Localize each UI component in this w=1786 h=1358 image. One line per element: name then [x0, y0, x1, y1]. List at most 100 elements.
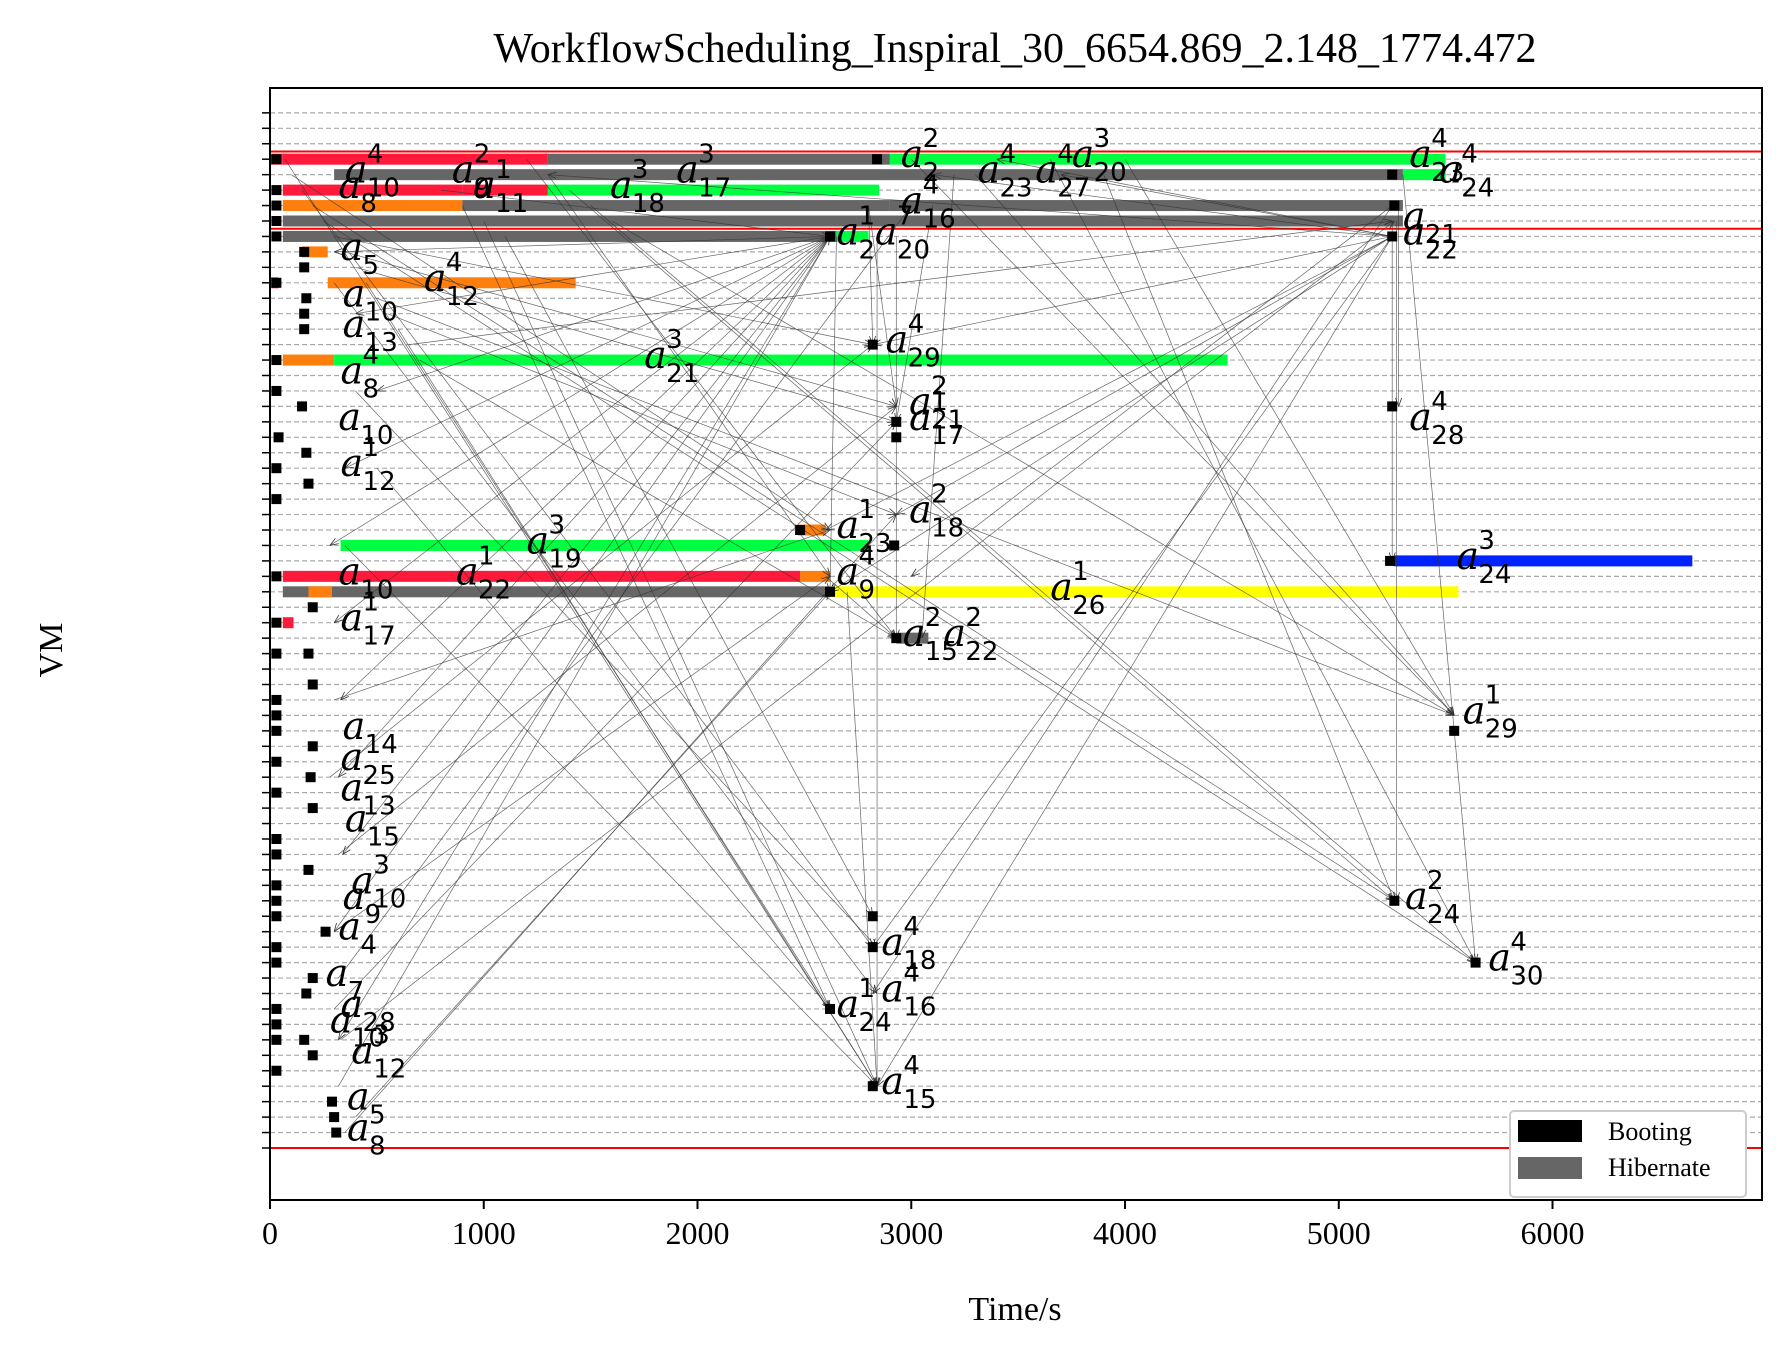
task-label: a 10 — [338, 549, 393, 605]
task-label: a 29 4 — [886, 310, 941, 374]
dependency-edge — [911, 205, 1393, 577]
task-bar — [340, 539, 869, 551]
legend-swatch-booting — [1518, 1120, 1582, 1142]
task-label-stage: 4 — [367, 140, 384, 170]
task-label-name: a — [1403, 209, 1426, 253]
dependency-arrowhead — [340, 691, 349, 701]
boot-marker — [795, 525, 806, 535]
task-label-name: a — [901, 132, 924, 176]
task-label-stage: 4 — [908, 310, 925, 340]
task-label: a 24 3 — [1456, 526, 1511, 590]
boot-marker — [271, 277, 282, 288]
task-label-name: a — [343, 874, 366, 918]
dependency-edge — [1402, 174, 1476, 963]
boot-marker — [271, 880, 282, 891]
boot-marker — [271, 756, 282, 767]
task-label-name: a — [676, 148, 699, 192]
task-label-name: a — [347, 1106, 370, 1150]
task-label-stage: 3 — [666, 325, 683, 355]
task-label-name: a — [881, 967, 904, 1011]
task-label-stage: 3 — [373, 1020, 390, 1050]
dependency-edge — [329, 344, 874, 778]
boot-marker — [299, 308, 310, 319]
task-label-name: a — [341, 441, 364, 485]
task-bar — [462, 184, 548, 196]
task-bar — [462, 200, 890, 212]
task-label-name: a — [341, 225, 364, 269]
task-label-stage: 2 — [931, 371, 948, 401]
boot-marker — [1385, 555, 1396, 566]
task-label: a 22 1 — [456, 541, 511, 605]
task-label-index: 22 — [965, 637, 998, 667]
task-label: a 10 — [343, 271, 398, 327]
task-label-index: 5 — [363, 251, 380, 281]
dependency-arrowhead — [821, 529, 831, 536]
task-label-stage: 4 — [1431, 124, 1448, 154]
task-label-name: a — [456, 549, 479, 593]
task-label-index: 24 — [1478, 560, 1511, 590]
task-label-index: 17 — [698, 174, 731, 204]
task-label-index: 20 — [1094, 158, 1127, 188]
boot-marker — [891, 633, 902, 644]
task-label: a 28 — [341, 982, 396, 1038]
task-label: a 2 2 — [901, 124, 940, 188]
boot-marker — [301, 447, 312, 458]
dependency-arrowhead — [887, 406, 897, 415]
task-label-index: 23 — [1431, 158, 1464, 188]
dependency-edge — [1124, 159, 1455, 716]
task-label-stage: 2 — [925, 603, 942, 633]
dependency-edge — [868, 205, 874, 345]
task-label-index: 24 — [1427, 900, 1460, 930]
boot-marker — [889, 540, 900, 551]
task-label-index: 14 — [365, 730, 398, 760]
boot-marker — [271, 1065, 282, 1076]
task-label-stage: 1 — [858, 974, 875, 1004]
x-tick-label: 4000 — [1093, 1215, 1157, 1251]
task-label-name: a — [1488, 936, 1511, 980]
task-label: a 23 4 — [978, 140, 1033, 204]
x-tick-label: 2000 — [666, 1215, 730, 1251]
boot-marker — [271, 200, 282, 211]
task-label-stage: 2 — [931, 480, 948, 510]
dependency-edge — [911, 158, 1455, 716]
boot-marker — [271, 355, 282, 366]
task-label-stage: 3 — [1478, 526, 1495, 556]
task-label: a 25 — [341, 735, 396, 791]
task-label-index: 2 — [923, 158, 940, 188]
task-label: a 16 4 — [881, 959, 936, 1023]
boot-marker — [1470, 957, 1481, 968]
task-label-index: 8 — [363, 375, 380, 405]
task-label-name: a — [610, 163, 633, 207]
task-label: a 24 4 — [1439, 140, 1494, 204]
boot-marker — [271, 1019, 282, 1030]
dependency-edge — [590, 205, 1476, 963]
dependency-edge — [846, 591, 878, 1087]
boot-marker — [271, 1003, 282, 1014]
dependency-edge — [397, 328, 878, 1087]
chart-title: WorkflowScheduling_Inspiral_30_6654.869_… — [493, 26, 1536, 72]
task-label: a 21 — [1403, 194, 1458, 250]
task-bar — [800, 570, 831, 582]
task-label: a 12 1 — [341, 433, 396, 497]
boot-marker — [307, 679, 318, 690]
task-label: a 17 3 — [676, 140, 731, 204]
x-axis: 0 1000 2000 3000 4000 5000 6000 — [262, 1200, 1585, 1251]
task-label-stage: 2 — [1427, 866, 1444, 896]
dependency-edge — [340, 236, 831, 701]
boot-marker — [271, 942, 282, 953]
dependency-edge — [376, 236, 831, 392]
task-label-name: a — [341, 766, 364, 810]
boot-marker — [303, 864, 314, 875]
dependency-edge — [291, 174, 831, 531]
task-label-stage: 4 — [923, 171, 940, 201]
y-axis-label: VM — [33, 623, 70, 678]
dependency-edge — [344, 236, 831, 469]
task-label-index: 17 — [931, 421, 964, 451]
task-label: a 16 4 — [901, 171, 956, 235]
task-label: a 13 — [343, 302, 398, 358]
task-label-name: a — [1463, 688, 1486, 732]
task-label-name: a — [886, 318, 909, 362]
boot-marker — [867, 1081, 878, 1092]
boot-marker — [271, 571, 282, 582]
